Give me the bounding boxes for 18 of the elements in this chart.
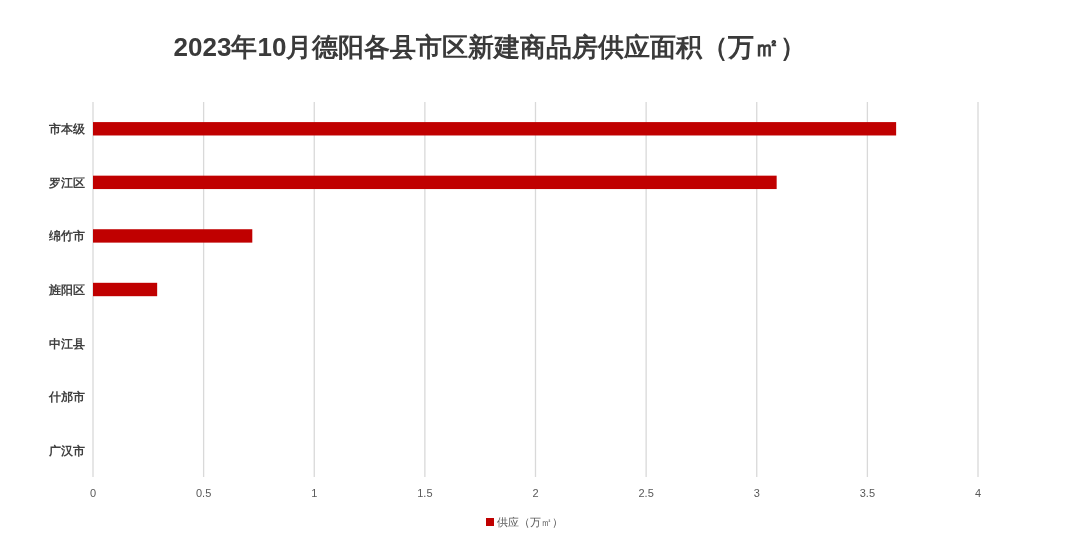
category: 什邡市	[49, 390, 85, 405]
category: 罗江区	[49, 175, 85, 190]
x-tick: 2.5	[638, 487, 654, 499]
x-tick: 1	[311, 487, 318, 499]
category: 绵竹市	[49, 229, 85, 244]
category: 广汉市	[49, 443, 85, 458]
x-tick: 3.5	[859, 487, 875, 499]
x-tick: 0.5	[196, 487, 212, 499]
category: 市本级	[49, 122, 85, 137]
x-tick: 3	[753, 487, 760, 499]
legend-label: 供应（万㎡）	[497, 516, 563, 528]
x-tick: 4	[974, 487, 982, 499]
category: 中江县	[49, 336, 85, 351]
x-tick: 1.5	[417, 487, 433, 499]
title: 2023年10月德阳各县市区新建商品房供应面积（万㎡）	[173, 32, 807, 62]
x-tick: 2	[532, 487, 539, 499]
category: 旌阳区	[49, 283, 85, 297]
x-tick: 0	[89, 487, 97, 499]
